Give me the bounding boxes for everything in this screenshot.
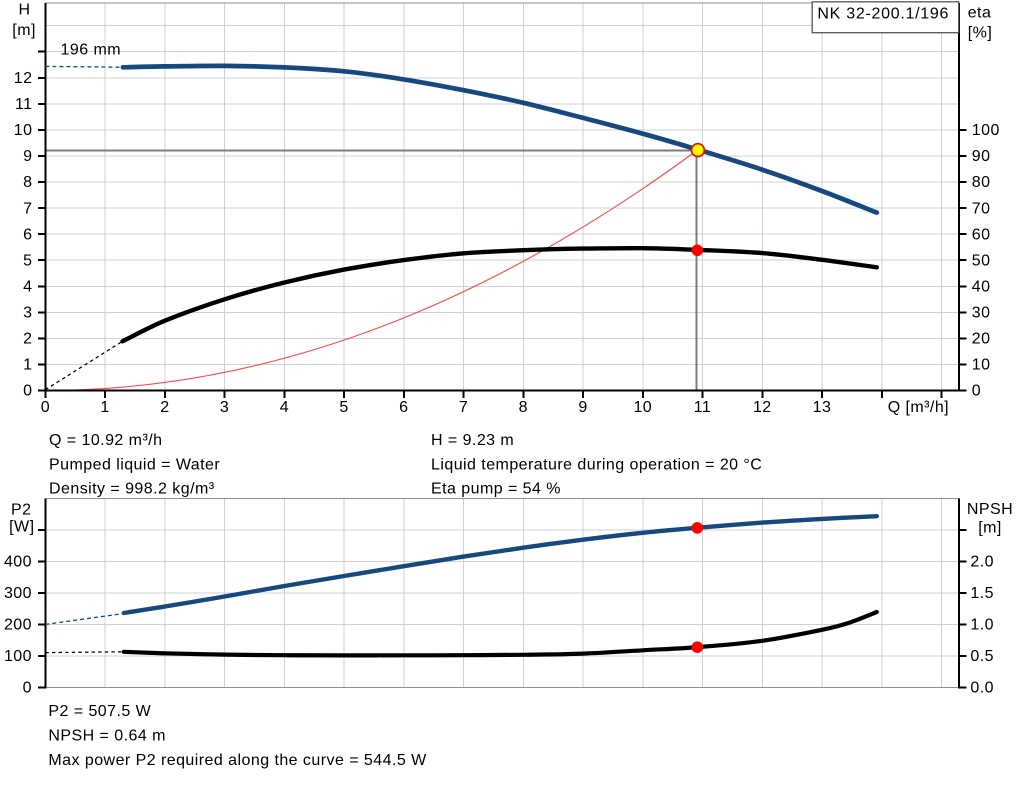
svg-text:6: 6 — [23, 226, 32, 243]
svg-text:7: 7 — [459, 399, 468, 416]
svg-text:[%]: [%] — [968, 24, 992, 41]
svg-text:0: 0 — [41, 399, 50, 416]
svg-text:Density = 998.2 kg/m³: Density = 998.2 kg/m³ — [49, 481, 215, 498]
svg-text:9: 9 — [578, 399, 587, 416]
svg-text:0.0: 0.0 — [970, 680, 994, 697]
svg-text:10: 10 — [972, 357, 991, 374]
svg-text:1.5: 1.5 — [970, 585, 994, 602]
svg-text:P2 = 507.5 W: P2 = 507.5 W — [48, 703, 151, 720]
svg-text:1.0: 1.0 — [970, 617, 994, 634]
svg-text:11: 11 — [15, 96, 33, 113]
svg-text:3: 3 — [220, 399, 229, 416]
svg-text:[m]: [m] — [12, 22, 36, 39]
svg-text:70: 70 — [972, 200, 991, 217]
svg-text:400: 400 — [4, 554, 32, 571]
svg-text:40: 40 — [972, 279, 991, 296]
svg-text:Max power P2 required along th: Max power P2 required along the curve = … — [48, 752, 427, 769]
svg-text:Q = 10.92 m³/h: Q = 10.92 m³/h — [49, 432, 162, 449]
svg-text:4: 4 — [23, 279, 32, 296]
svg-text:[m]: [m] — [978, 520, 1002, 537]
svg-text:2: 2 — [160, 399, 169, 416]
svg-text:10: 10 — [633, 399, 652, 416]
svg-text:NK 32-200.1/196: NK 32-200.1/196 — [817, 6, 949, 23]
svg-text:0.5: 0.5 — [970, 648, 994, 665]
svg-text:8: 8 — [23, 174, 32, 191]
svg-text:20: 20 — [972, 331, 991, 348]
svg-text:[W]: [W] — [9, 518, 34, 535]
svg-text:NPSH: NPSH — [967, 501, 1013, 518]
svg-text:10: 10 — [14, 122, 33, 139]
svg-text:2: 2 — [23, 331, 32, 348]
svg-text:50: 50 — [972, 252, 991, 269]
svg-text:P2: P2 — [11, 502, 31, 519]
svg-text:NPSH = 0.64 m: NPSH = 0.64 m — [48, 727, 165, 744]
svg-text:1: 1 — [100, 399, 109, 416]
svg-text:Liquid temperature during oper: Liquid temperature during operation = 20… — [431, 456, 762, 473]
svg-text:3: 3 — [23, 305, 32, 322]
svg-text:0: 0 — [23, 680, 32, 697]
svg-text:0: 0 — [23, 383, 32, 400]
svg-text:7: 7 — [23, 200, 32, 217]
svg-text:Pumped liquid = Water: Pumped liquid = Water — [49, 456, 220, 473]
svg-text:H = 9.23 m: H = 9.23 m — [431, 432, 514, 449]
svg-text:90: 90 — [972, 148, 991, 165]
svg-text:1: 1 — [23, 357, 32, 374]
svg-text:30: 30 — [972, 305, 991, 322]
svg-text:100: 100 — [972, 122, 1000, 139]
svg-text:5: 5 — [339, 399, 348, 416]
svg-text:Eta pump = 54 %: Eta pump = 54 % — [431, 481, 561, 498]
svg-text:4: 4 — [280, 399, 289, 416]
svg-text:2.0: 2.0 — [970, 554, 994, 571]
svg-text:80: 80 — [972, 174, 991, 191]
svg-text:H: H — [18, 2, 30, 19]
svg-text:11: 11 — [694, 399, 712, 416]
svg-text:8: 8 — [519, 399, 528, 416]
svg-text:12: 12 — [753, 399, 772, 416]
svg-text:Q [m³/h]: Q [m³/h] — [888, 399, 949, 416]
svg-text:100: 100 — [4, 648, 32, 665]
svg-text:300: 300 — [4, 585, 32, 602]
svg-text:60: 60 — [972, 226, 991, 243]
svg-text:13: 13 — [813, 399, 832, 416]
svg-text:0: 0 — [972, 383, 981, 400]
svg-text:196 mm: 196 mm — [61, 42, 122, 59]
svg-text:12: 12 — [14, 70, 33, 87]
svg-text:9: 9 — [23, 148, 32, 165]
svg-text:200: 200 — [4, 617, 32, 634]
svg-text:eta: eta — [968, 4, 992, 21]
svg-text:6: 6 — [399, 399, 408, 416]
svg-text:5: 5 — [23, 252, 32, 269]
